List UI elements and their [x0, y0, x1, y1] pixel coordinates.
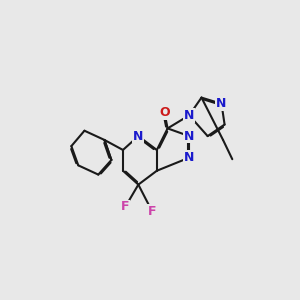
- Text: F: F: [148, 205, 157, 218]
- Text: N: N: [184, 109, 194, 122]
- Text: N: N: [184, 151, 194, 164]
- Text: F: F: [121, 200, 130, 213]
- Text: N: N: [184, 130, 194, 142]
- Text: N: N: [216, 97, 227, 110]
- Text: N: N: [133, 130, 143, 142]
- Text: O: O: [159, 106, 170, 119]
